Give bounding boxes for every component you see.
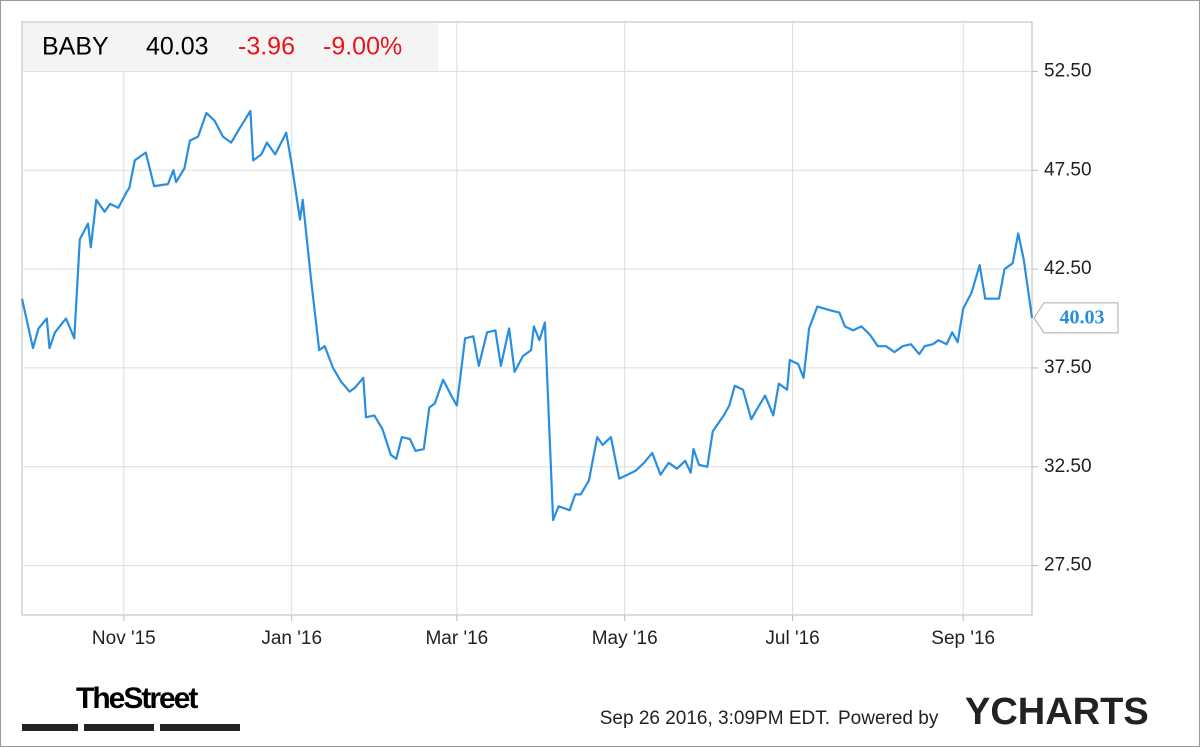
brand-bar xyxy=(160,724,240,731)
timestamp: Sep 26 2016, 3:09PM EDT. xyxy=(600,708,830,729)
last-value-tag xyxy=(1033,302,1119,334)
y-tick-label: 32.50 xyxy=(1044,456,1092,477)
brand-bar xyxy=(84,724,154,731)
y-tick-label: 47.50 xyxy=(1044,159,1092,180)
x-tick-label: Sep '16 xyxy=(931,628,995,649)
x-tick-label: Jul '16 xyxy=(765,628,819,649)
y-tick-label: 52.50 xyxy=(1044,60,1092,81)
y-tick-label: 27.50 xyxy=(1044,555,1092,576)
header-box xyxy=(23,23,438,71)
plot-area xyxy=(21,21,1033,616)
logo: YCHARTS xyxy=(965,691,1149,733)
price-line xyxy=(20,109,1034,522)
x-tick-label: Nov '15 xyxy=(92,628,156,649)
brand-bar xyxy=(22,724,78,731)
last-value-label: 40.03 xyxy=(1060,307,1105,329)
y-tick-label: 42.50 xyxy=(1044,258,1092,279)
y-tick-label: 37.50 xyxy=(1044,357,1092,378)
powered-by: Powered by xyxy=(838,708,939,729)
brand: TheStreet xyxy=(76,682,198,715)
x-tick-label: Mar '16 xyxy=(425,628,488,649)
change: -3.96 xyxy=(238,33,295,61)
x-tick-label: May '16 xyxy=(592,628,658,649)
price: 40.03 xyxy=(146,33,209,61)
x-tick-label: Jan '16 xyxy=(261,628,322,649)
change-pct: -9.00% xyxy=(323,33,402,61)
ticker: BABY xyxy=(42,33,109,61)
